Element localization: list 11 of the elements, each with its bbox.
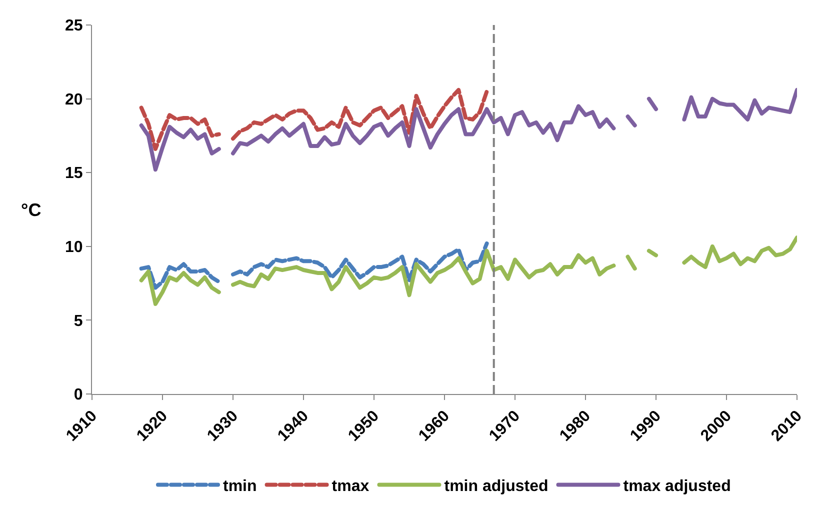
legend-label: tmax adjusted [623, 478, 731, 495]
legend-label: tmax [332, 478, 370, 495]
y-tick-label: 20 [65, 91, 83, 108]
y-axis-title: °C [21, 200, 42, 220]
y-tick-label: 15 [65, 165, 83, 182]
legend-label: tmin [223, 478, 257, 495]
y-tick-label: 5 [74, 312, 83, 330]
y-tick-label: 25 [65, 18, 83, 35]
y-tick-label: 10 [65, 239, 83, 256]
y-tick-label: 0 [74, 386, 83, 404]
legend-label: tmin adjusted [444, 478, 548, 495]
